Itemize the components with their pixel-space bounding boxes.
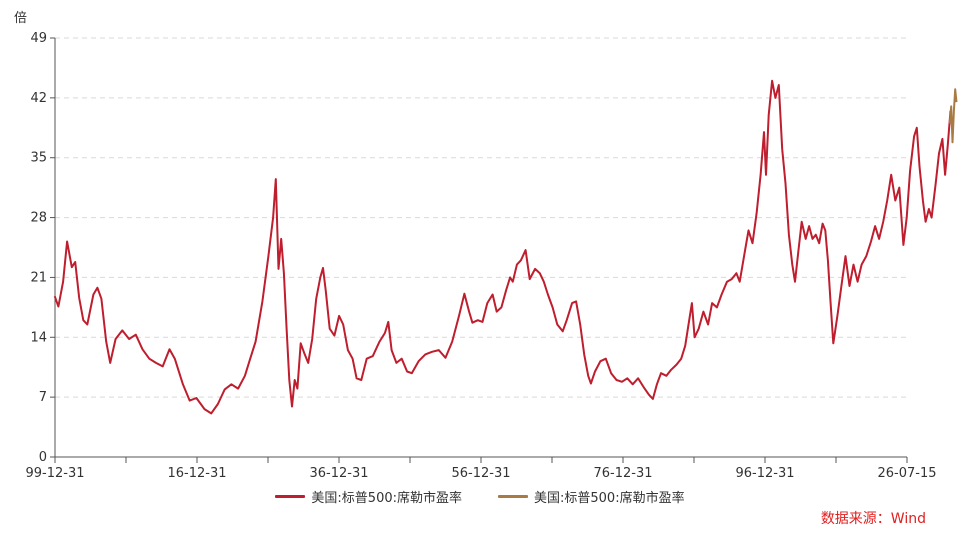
- legend: 美国:标普500:席勒市盈率 美国:标普500:席勒市盈率: [0, 487, 960, 506]
- y-tick-label: 28: [30, 211, 47, 226]
- legend-item-series-2[interactable]: 美国:标普500:席勒市盈率: [498, 487, 685, 506]
- gridlines: [55, 37, 907, 398]
- x-tick-label: 96-12-31: [735, 466, 794, 481]
- y-axis-ticks: 0 7 14 21 28 35 42 49: [30, 31, 55, 465]
- y-tick-label: 21: [30, 270, 47, 285]
- x-tick-label: 36-12-31: [309, 466, 368, 481]
- y-axis-unit: 倍: [14, 11, 27, 26]
- y-tick-label: 42: [30, 91, 47, 106]
- legend-item-series-1[interactable]: 美国:标普500:席勒市盈率: [275, 487, 462, 506]
- series-line-1: [53, 79, 952, 415]
- x-tick-label: 99-12-31: [25, 466, 84, 481]
- x-tick-label: 56-12-31: [451, 466, 510, 481]
- legend-swatch-series-2: [498, 495, 528, 498]
- source-note: 数据来源：Wind: [820, 511, 926, 527]
- series-lines: [53, 79, 958, 415]
- y-tick-label: 14: [30, 330, 47, 345]
- legend-swatch-series-1: [275, 495, 306, 498]
- x-tick-label: 26-07-15: [877, 466, 936, 481]
- legend-label-series-2: 美国:标普500:席勒市盈率: [534, 491, 685, 506]
- y-tick-label: 49: [30, 31, 47, 46]
- y-tick-label: 0: [39, 450, 47, 465]
- legend-label-series-1: 美国:标普500:席勒市盈率: [311, 491, 462, 506]
- x-tick-label: 16-12-31: [167, 466, 226, 481]
- y-tick-label: 35: [30, 151, 47, 166]
- y-tick-label: 7: [39, 390, 47, 405]
- x-axis-ticks: 99-12-31 16-12-31 36-12-31 56-12-31 76-12-31…: [25, 457, 937, 481]
- series-line-2: [948, 88, 958, 144]
- x-tick-label: 76-12-31: [593, 466, 652, 481]
